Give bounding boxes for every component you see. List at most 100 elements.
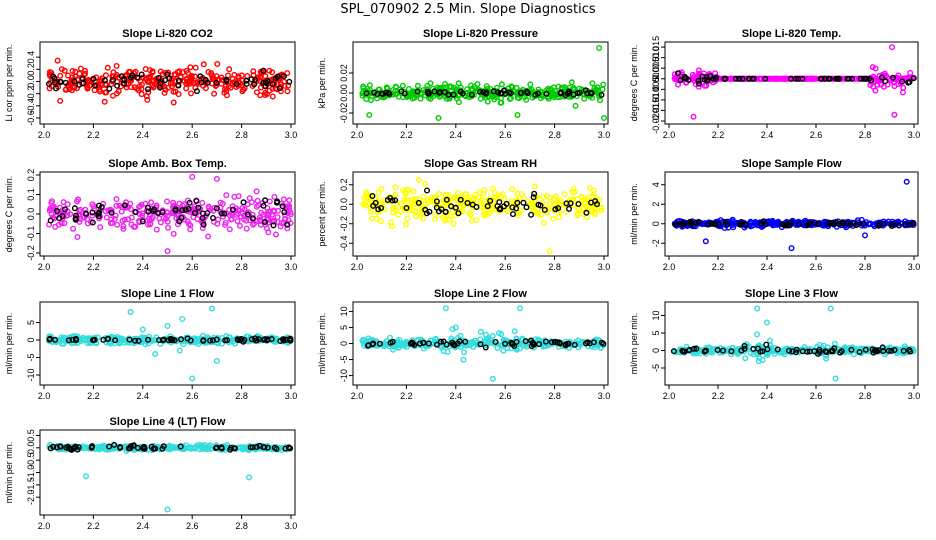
data-point	[238, 72, 245, 79]
data-point	[455, 80, 462, 87]
x-tick-label: 2.8	[235, 262, 248, 272]
data-point	[193, 79, 200, 86]
y-axis-label: kPa per min.	[317, 58, 327, 109]
data-point	[202, 85, 209, 92]
reference-point	[910, 75, 917, 82]
reference-point	[51, 75, 58, 82]
data-points	[46, 441, 294, 513]
outlier-point	[164, 506, 171, 513]
data-point	[277, 88, 284, 95]
data-point	[393, 84, 400, 91]
data-points	[46, 57, 293, 106]
x-tick-label: 2.4	[450, 130, 463, 140]
reference-point	[695, 77, 702, 84]
reference-point	[260, 67, 267, 74]
data-point	[448, 84, 455, 91]
data-point	[103, 89, 110, 96]
data-point	[284, 70, 291, 77]
reference-point	[106, 85, 113, 92]
y-tick-label: -0.015	[651, 98, 661, 124]
x-tick-label: 2.6	[186, 521, 199, 531]
data-point	[528, 86, 535, 93]
reference-point	[71, 78, 78, 85]
data-point	[64, 72, 71, 79]
y-axis-label: Li cor ppm per min.	[4, 44, 14, 121]
data-point	[359, 92, 366, 99]
data-point	[277, 223, 284, 230]
data-point	[77, 65, 84, 72]
data-point	[192, 64, 199, 71]
outlier-point	[245, 474, 252, 481]
plot-frame	[39, 429, 296, 516]
data-point	[872, 87, 879, 94]
reference-point	[280, 73, 287, 80]
data-point	[527, 81, 534, 88]
reference-point	[156, 84, 163, 91]
reference-point	[386, 90, 393, 97]
data-point	[167, 80, 174, 87]
data-point	[869, 64, 876, 71]
data-point	[183, 67, 190, 74]
reference-point	[878, 74, 885, 81]
reference-point	[175, 77, 182, 84]
plot-frame	[39, 41, 296, 125]
data-point	[360, 89, 367, 96]
data-point	[802, 75, 809, 82]
chart-title: Slope Line 4 (LT) Flow	[110, 416, 226, 428]
data-point	[273, 231, 280, 238]
data-point	[452, 86, 459, 93]
reference-point	[905, 79, 912, 86]
reference-point	[248, 76, 255, 83]
data-point	[269, 93, 276, 100]
chart-title: Slope Li-820 Temp.	[742, 28, 841, 40]
data-point	[879, 71, 886, 78]
reference-point	[53, 85, 60, 92]
data-point	[84, 85, 91, 92]
data-point	[131, 84, 138, 91]
data-points	[359, 45, 608, 121]
data-point	[200, 61, 207, 68]
reference-point	[827, 75, 834, 82]
reference-point	[584, 90, 591, 97]
reference-point	[109, 76, 116, 83]
data-point	[185, 78, 192, 85]
reference-point	[518, 89, 525, 96]
data-point	[163, 198, 170, 205]
data-point	[113, 71, 120, 78]
data-point	[138, 91, 145, 98]
data-point	[284, 88, 291, 95]
x-tick-label: 2.8	[548, 130, 561, 140]
data-point	[246, 195, 253, 202]
data-point	[161, 89, 168, 96]
reference-point	[889, 74, 896, 81]
reference-point	[144, 86, 151, 93]
data-point	[113, 196, 120, 203]
reference-point	[79, 75, 86, 82]
x-tick-label: 2.0	[663, 130, 676, 140]
reference-point	[213, 79, 220, 86]
data-point	[482, 94, 489, 101]
y-tick-label: 0.00	[339, 84, 349, 102]
data-point	[453, 95, 460, 102]
data-point	[221, 86, 228, 93]
outlier-point	[690, 113, 697, 120]
reference-point	[127, 74, 134, 81]
reference-point	[198, 79, 205, 86]
y-axis-label: degrees C per min.	[629, 45, 639, 122]
data-point	[809, 75, 816, 82]
reference-point	[490, 88, 497, 95]
data-point	[235, 73, 242, 80]
reference-point	[441, 88, 448, 95]
data-point	[54, 57, 61, 64]
data-point	[60, 199, 67, 206]
reference-point	[497, 90, 504, 97]
x-tick-label: 2.4	[137, 262, 150, 272]
data-point	[811, 75, 818, 82]
reference-point	[243, 77, 250, 84]
y-tick-label: -0.4	[26, 98, 36, 114]
x-tick-label: 2.8	[235, 130, 248, 140]
data-point	[102, 80, 109, 87]
data-point	[597, 97, 604, 104]
x-tick-label: 3.0	[285, 130, 298, 140]
